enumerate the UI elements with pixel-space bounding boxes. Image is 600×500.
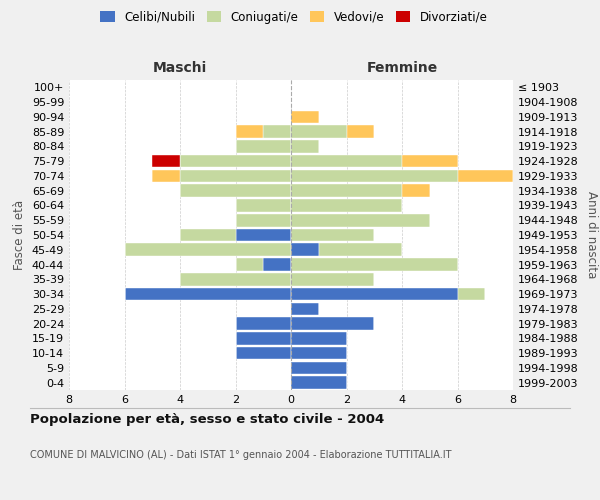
Bar (319, 244, 402, 256)
Bar (235, 332, 291, 344)
Bar (291, 362, 347, 374)
Bar (180, 228, 235, 241)
Bar (291, 214, 430, 226)
Bar (291, 318, 374, 330)
Y-axis label: Fasce di età: Fasce di età (13, 200, 26, 270)
Bar (458, 170, 513, 182)
Bar (180, 155, 291, 168)
Bar (263, 126, 291, 138)
Bar (125, 288, 291, 300)
Bar (291, 258, 458, 271)
Bar (235, 347, 291, 360)
Bar (291, 140, 319, 152)
Bar (291, 199, 402, 212)
Bar (291, 376, 347, 389)
Bar (291, 288, 458, 300)
Bar (291, 302, 319, 315)
Bar (291, 244, 319, 256)
Bar (235, 318, 291, 330)
Bar (347, 126, 374, 138)
Bar (263, 258, 291, 271)
Bar (291, 170, 458, 182)
Bar (180, 184, 291, 197)
Bar (291, 347, 347, 360)
Bar (235, 214, 291, 226)
Text: Maschi: Maschi (153, 61, 207, 75)
Bar (180, 170, 291, 182)
Bar (235, 258, 263, 271)
Text: Femmine: Femmine (367, 61, 437, 75)
Bar (152, 155, 180, 168)
Bar (458, 288, 485, 300)
Bar (291, 155, 402, 168)
Bar (291, 273, 374, 285)
Bar (180, 273, 291, 285)
Bar (235, 140, 291, 152)
Bar (235, 199, 291, 212)
Y-axis label: Anni di nascita: Anni di nascita (585, 192, 598, 278)
Bar (402, 155, 458, 168)
Bar (125, 244, 291, 256)
Text: Popolazione per età, sesso e stato civile - 2004: Popolazione per età, sesso e stato civil… (30, 412, 384, 426)
Bar (291, 332, 347, 344)
Bar (235, 126, 263, 138)
Bar (152, 170, 180, 182)
Bar (402, 184, 430, 197)
Bar (291, 126, 347, 138)
Bar (291, 228, 374, 241)
Text: COMUNE DI MALVICINO (AL) - Dati ISTAT 1° gennaio 2004 - Elaborazione TUTTITALIA.: COMUNE DI MALVICINO (AL) - Dati ISTAT 1°… (30, 450, 452, 460)
Legend: Celibi/Nubili, Coniugati/e, Vedovi/e, Divorziati/e: Celibi/Nubili, Coniugati/e, Vedovi/e, Di… (95, 6, 493, 28)
Bar (235, 228, 291, 241)
Bar (291, 110, 319, 123)
Bar (291, 184, 402, 197)
